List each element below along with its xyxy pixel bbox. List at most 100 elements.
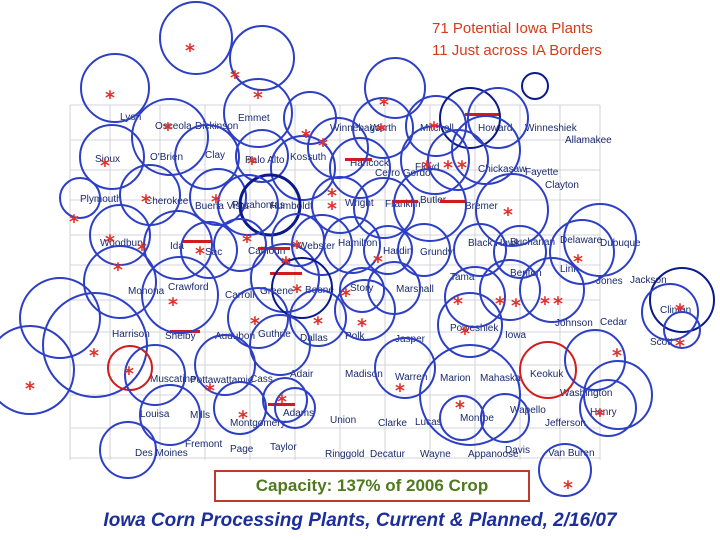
asterisk-marker: * bbox=[292, 281, 302, 303]
county-label: Appanoose bbox=[468, 449, 519, 460]
county-label: Davis bbox=[505, 445, 530, 456]
county-label: Poweshiek bbox=[450, 323, 499, 334]
plant-radius-circle bbox=[400, 125, 470, 195]
plant-radius-circle bbox=[83, 245, 157, 319]
county-label: Webster bbox=[298, 241, 336, 252]
county-label: Dubuque bbox=[600, 238, 641, 249]
plant-radius-circle bbox=[19, 277, 101, 359]
county-label: Page bbox=[230, 444, 254, 455]
asterisk-marker: * bbox=[379, 94, 389, 116]
county-label: Carroll bbox=[225, 290, 254, 301]
plant-radius-circle bbox=[227, 287, 289, 349]
asterisk-marker: * bbox=[124, 363, 134, 385]
county-label: Ringgold bbox=[325, 449, 364, 460]
plant-radius-circle bbox=[79, 124, 145, 190]
existing-plant-bar bbox=[392, 200, 418, 203]
county-label: Worth bbox=[370, 123, 397, 134]
county-label: Allamakee bbox=[565, 135, 612, 146]
plant-radius-circle bbox=[289, 289, 347, 347]
asterisk-marker: * bbox=[318, 135, 328, 157]
county-label: Buena Vista bbox=[195, 201, 249, 212]
county-label: Union bbox=[330, 415, 356, 426]
county-label: Des Moines bbox=[135, 448, 188, 459]
plant-radius-circle bbox=[393, 168, 467, 242]
county-label: Adair bbox=[290, 369, 314, 380]
county-label: Van Buren bbox=[548, 448, 595, 459]
asterisk-marker: * bbox=[141, 191, 151, 213]
plant-radius-circle bbox=[0, 325, 75, 415]
plant-radius-circle bbox=[131, 98, 209, 176]
plant-radius-circle bbox=[270, 135, 336, 201]
county-label: Montgomery bbox=[230, 418, 286, 429]
plant-radius-circle bbox=[124, 344, 186, 406]
asterisk-marker: * bbox=[443, 157, 453, 179]
county-label: Warren bbox=[395, 372, 427, 383]
plant-radius-circle bbox=[238, 173, 302, 237]
asterisk-marker: * bbox=[238, 407, 248, 429]
plant-radius-circle bbox=[139, 384, 201, 446]
plant-radius-circle bbox=[521, 72, 549, 100]
county-label: Clinton bbox=[660, 305, 691, 316]
asterisk-marker: * bbox=[69, 211, 79, 233]
county-label: Louisa bbox=[140, 409, 170, 420]
plant-radius-circle bbox=[271, 257, 333, 319]
plant-radius-circle bbox=[519, 257, 585, 323]
plant-radius-circle bbox=[283, 91, 337, 145]
map-title: Iowa Corn Processing Plants, Current & P… bbox=[103, 510, 617, 531]
plant-radius-circle bbox=[405, 95, 467, 157]
county-label: Tama bbox=[450, 272, 475, 283]
county-label: Marion bbox=[440, 373, 471, 384]
existing-plant-bar bbox=[270, 272, 302, 275]
asterisk-marker: * bbox=[292, 237, 302, 259]
plant-radius-circle bbox=[89, 204, 151, 266]
plant-radius-circle bbox=[439, 87, 501, 149]
asterisk-marker: * bbox=[205, 380, 215, 402]
plant-radius-circle bbox=[475, 173, 549, 247]
county-label: Iowa bbox=[505, 330, 527, 341]
plant-count-header: 71 Potential Iowa Plants 11 Just across … bbox=[432, 18, 602, 62]
county-label: Taylor bbox=[270, 442, 297, 453]
asterisk-marker: * bbox=[453, 293, 463, 315]
county-label: Osceola bbox=[155, 121, 192, 132]
asterisk-marker: * bbox=[395, 380, 405, 402]
asterisk-marker: * bbox=[277, 391, 287, 413]
plant-radius-circle bbox=[549, 219, 615, 285]
plant-radius-circle bbox=[217, 174, 279, 236]
plant-radius-circle bbox=[339, 267, 385, 313]
plant-radius-circle bbox=[329, 137, 391, 199]
plant-radius-circle bbox=[80, 53, 150, 123]
plant-radius-circle bbox=[352, 97, 414, 159]
plant-radius-circle bbox=[353, 177, 415, 239]
plant-radius-circle bbox=[519, 341, 577, 399]
county-label: Clayton bbox=[545, 180, 579, 191]
county-label: Calhoun bbox=[248, 246, 285, 257]
potential-plants-count: 71 Potential Iowa Plants bbox=[432, 20, 593, 37]
plant-radius-circle bbox=[493, 225, 547, 279]
county-label: Dallas bbox=[300, 333, 328, 344]
county-label: Cedar bbox=[600, 317, 628, 328]
asterisk-marker: * bbox=[281, 253, 291, 275]
county-label: Humboldt bbox=[270, 201, 313, 212]
asterisk-marker: * bbox=[595, 405, 605, 427]
asterisk-marker: * bbox=[100, 155, 110, 177]
plant-radius-circle bbox=[229, 25, 295, 91]
county-label: Franklin bbox=[385, 199, 421, 210]
county-label: Wayne bbox=[420, 449, 451, 460]
county-label: Howard bbox=[478, 123, 512, 134]
plant-radius-circle bbox=[641, 283, 699, 341]
capacity-box: Capacity: 137% of 2006 Crop bbox=[214, 470, 530, 502]
asterisk-marker: * bbox=[253, 87, 263, 109]
existing-plant-bar bbox=[465, 113, 500, 116]
asterisk-marker: * bbox=[612, 345, 622, 367]
county-label: Mitchell bbox=[420, 123, 454, 134]
asterisk-marker: * bbox=[211, 191, 221, 213]
county-label: Ida bbox=[170, 241, 184, 252]
asterisk-marker: * bbox=[540, 293, 550, 315]
county-label: Buchanan bbox=[510, 237, 555, 248]
asterisk-marker: * bbox=[168, 294, 178, 316]
plant-radius-circle bbox=[274, 387, 316, 429]
county-label: Washington bbox=[560, 388, 612, 399]
county-label: Fayette bbox=[525, 167, 559, 178]
county-label: Sac bbox=[205, 247, 222, 258]
asterisk-marker: * bbox=[553, 293, 563, 315]
